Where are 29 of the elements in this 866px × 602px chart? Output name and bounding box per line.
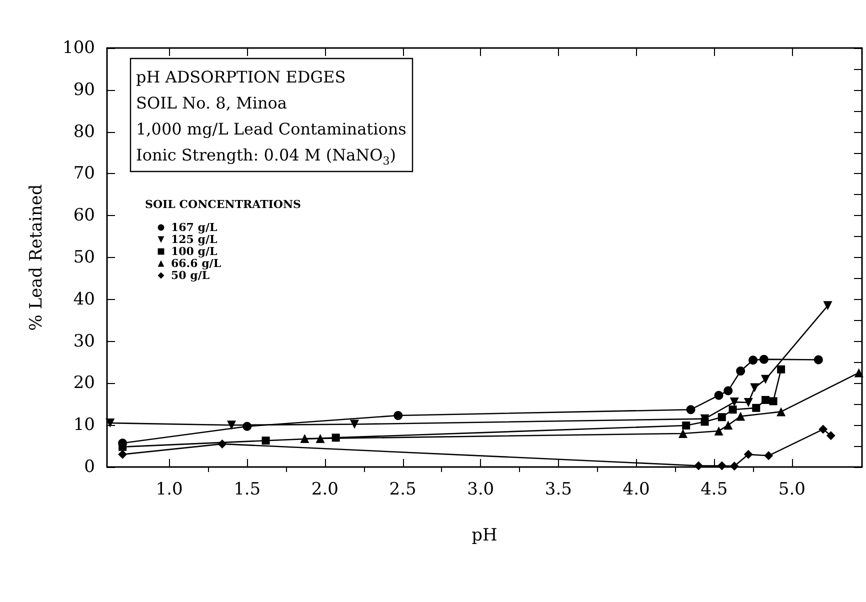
y-tick-label: 20 xyxy=(73,373,95,394)
legend-label: 66.6 g/L xyxy=(171,257,222,270)
x-tick-label: 5.0 xyxy=(778,480,806,500)
text: pH ADSORPTION EDGES xyxy=(136,68,346,86)
y-tick-label: 30 xyxy=(73,331,95,352)
y-tick-label: 100 xyxy=(62,38,95,58)
x-tick-label: 3.5 xyxy=(544,480,572,500)
y-tick-label: 10 xyxy=(73,415,95,436)
x-tick-label: 2.0 xyxy=(311,480,338,500)
y-tick-label: 70 xyxy=(73,164,95,184)
y-tick-label: 80 xyxy=(73,122,95,142)
x-tick-label: 3.0 xyxy=(467,480,494,500)
x-tick-label: 1.0 xyxy=(156,480,183,500)
x-axis-title: pH xyxy=(472,526,498,546)
x-tick-label: 4.5 xyxy=(700,480,728,500)
legend-title: SOIL CONCENTRATIONS xyxy=(145,198,302,211)
x-tick-label: 2.5 xyxy=(389,480,416,500)
legend-label: 125 g/L xyxy=(171,233,218,246)
y-tick-label: 40 xyxy=(73,289,95,310)
legend-label: 167 g/L xyxy=(171,221,218,234)
x-tick-label: 1.5 xyxy=(234,480,261,500)
legend-label: 100 g/L xyxy=(171,245,218,258)
y-axis-title: % Lead Retained xyxy=(26,184,46,331)
legend-label: 50 g/L xyxy=(171,269,210,282)
y-tick-label: 50 xyxy=(73,248,95,268)
x-tick-label: 4.0 xyxy=(622,480,650,500)
y-tick-label: 0 xyxy=(84,457,95,477)
y-tick-label: 60 xyxy=(73,206,95,226)
y-tick-label: 90 xyxy=(73,80,95,100)
